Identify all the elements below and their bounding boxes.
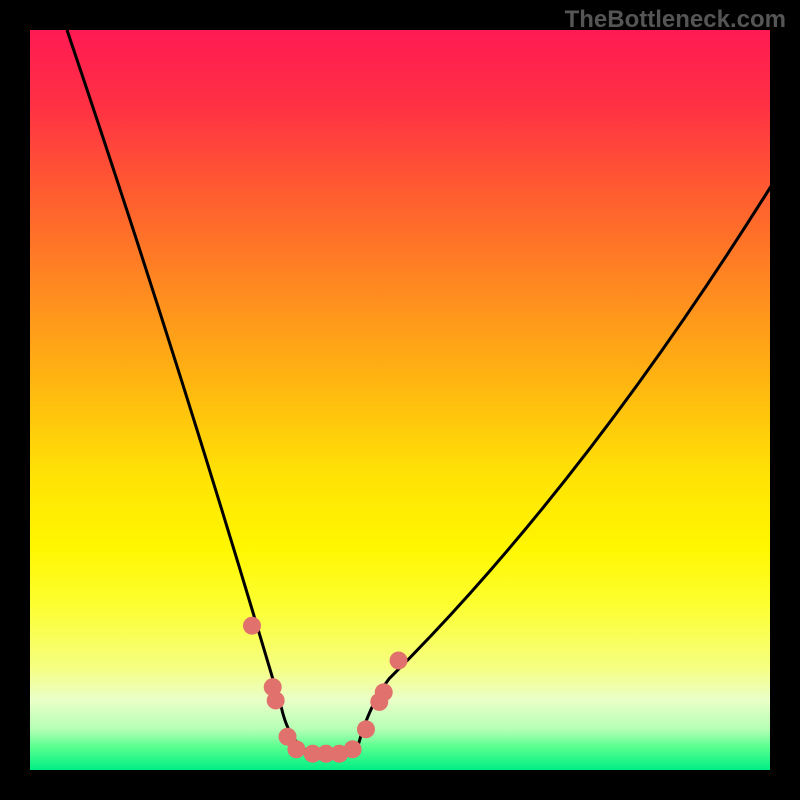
curve-marker — [287, 740, 305, 758]
curve-marker — [267, 691, 285, 709]
watermark-text: TheBottleneck.com — [565, 6, 786, 34]
marker-group — [243, 617, 408, 763]
bottleneck-curve-path — [67, 30, 770, 755]
plot-area — [30, 30, 770, 770]
curve-marker — [390, 651, 408, 669]
curve-marker — [344, 740, 362, 758]
curve-marker — [357, 720, 375, 738]
curve-marker — [243, 617, 261, 635]
bottleneck-curve-svg — [30, 30, 770, 770]
curve-marker — [375, 683, 393, 701]
